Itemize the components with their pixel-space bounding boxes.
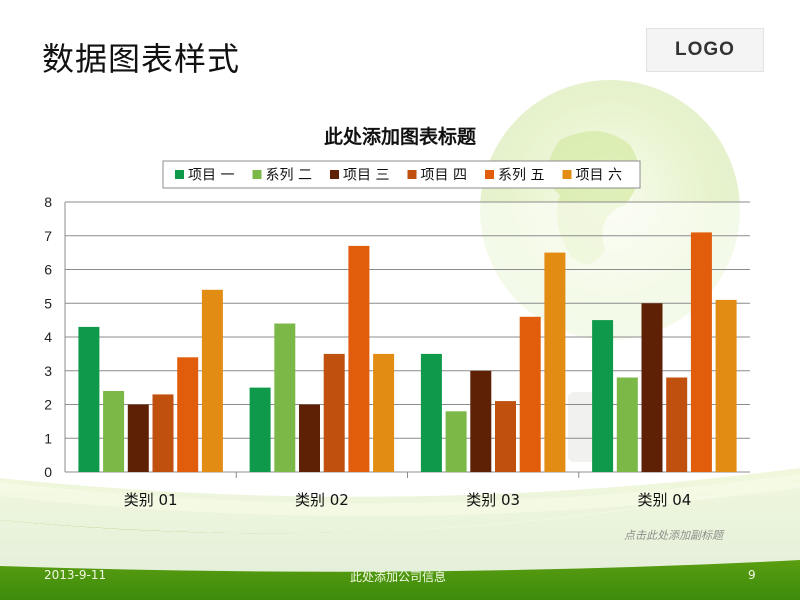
bar — [103, 391, 125, 472]
bar — [420, 353, 442, 472]
bar — [690, 232, 712, 472]
legend-label: 项目 四 — [421, 168, 467, 184]
bar — [470, 370, 492, 473]
bar — [495, 401, 516, 472]
bar — [274, 323, 296, 472]
y-tick-label: 7 — [44, 228, 52, 244]
footer-company: 此处添加公司信息 — [350, 570, 447, 584]
bar — [373, 353, 395, 472]
bar — [152, 394, 174, 472]
chart-title: 此处添加图表标题 — [324, 125, 476, 148]
legend-swatch — [175, 170, 184, 179]
bar — [127, 404, 149, 472]
x-tick-label: 类别 02 — [295, 491, 349, 509]
legend-label: 项目 三 — [343, 168, 389, 184]
bar — [201, 289, 223, 473]
bar — [715, 299, 737, 472]
x-tick-label: 类别 03 — [466, 491, 520, 509]
legend-swatch — [330, 170, 339, 179]
y-tick-label: 0 — [44, 464, 52, 480]
y-tick-label: 2 — [44, 397, 52, 413]
subtitle-placeholder[interactable]: 点击此处添加副标题 — [624, 529, 723, 542]
bar — [249, 387, 271, 472]
bar — [544, 252, 566, 472]
footer-date: 2013-9-11 — [44, 568, 107, 582]
bar — [641, 303, 663, 473]
legend-label: 系列 二 — [266, 168, 312, 184]
x-tick-label: 类别 01 — [124, 491, 178, 509]
bar — [616, 377, 638, 472]
bar — [299, 404, 320, 472]
bar — [78, 326, 100, 472]
bar — [348, 245, 370, 472]
x-tick-label: 类别 04 — [637, 491, 691, 509]
y-tick-label: 4 — [44, 329, 52, 345]
y-tick-label: 6 — [44, 262, 52, 278]
bar — [519, 316, 541, 473]
bar — [592, 320, 614, 472]
y-tick-label: 5 — [44, 295, 52, 311]
logo[interactable]: LOGO — [646, 28, 764, 72]
y-tick-label: 8 — [44, 194, 52, 210]
legend-label: 项目 一 — [188, 168, 234, 184]
legend — [162, 160, 641, 189]
y-tick-label: 1 — [44, 430, 52, 446]
white-curve — [0, 460, 800, 534]
footer: 2013-9-11 此处添加公司信息 9 — [0, 568, 800, 588]
bar — [177, 357, 199, 473]
y-tick-label: 3 — [44, 363, 52, 379]
bar — [323, 353, 345, 472]
legend-swatch — [562, 170, 572, 179]
legend-swatch — [407, 170, 417, 179]
bar — [445, 411, 467, 473]
legend-label: 系列 五 — [498, 168, 544, 184]
footer-page-number: 9 — [748, 568, 756, 582]
legend-swatch — [252, 170, 262, 179]
page-title: 数据图表样式 — [42, 40, 241, 78]
bar — [666, 377, 688, 472]
white-wave — [0, 480, 800, 572]
legend-label: 项目 六 — [576, 168, 622, 184]
legend-swatch — [485, 170, 494, 179]
